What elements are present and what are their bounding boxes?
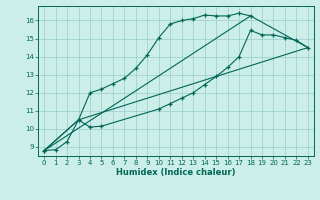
X-axis label: Humidex (Indice chaleur): Humidex (Indice chaleur) — [116, 168, 236, 177]
